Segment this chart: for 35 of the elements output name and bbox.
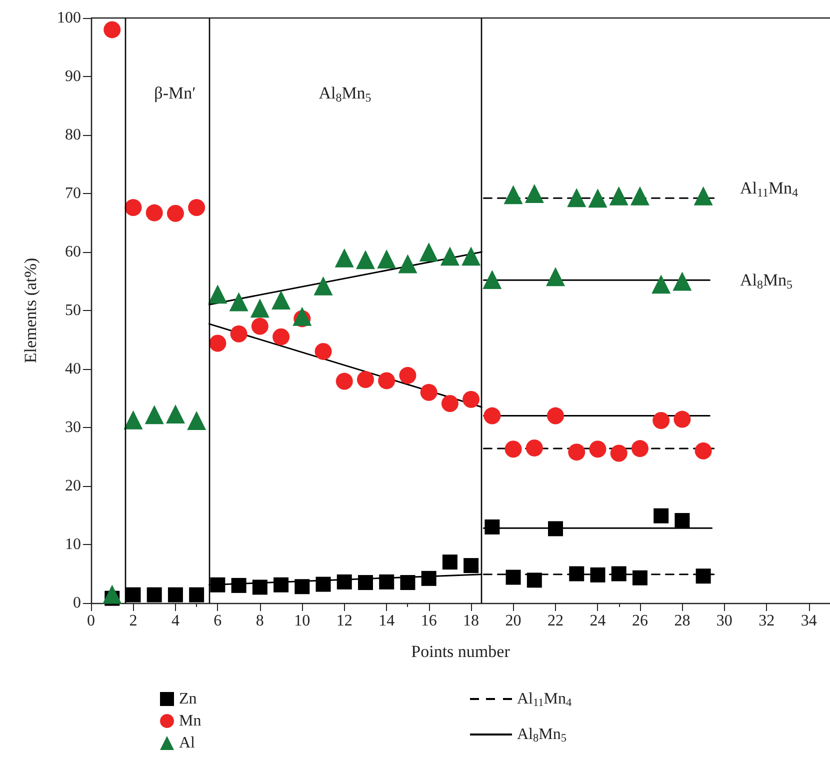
x-tick-label: 34 xyxy=(800,612,817,630)
x-tick-label: 8 xyxy=(256,612,264,630)
y-tick-label: 40 xyxy=(65,360,81,378)
x-tick-label: 30 xyxy=(716,612,732,630)
y-tick-label: 80 xyxy=(65,126,81,144)
x-tick-label: 12 xyxy=(336,612,352,630)
x-tick-label: 28 xyxy=(674,612,690,630)
annotation: β-Mn′ xyxy=(154,84,196,102)
x-tick-label: 26 xyxy=(632,612,648,630)
x-tick-label: 32 xyxy=(758,612,775,630)
x-tick-label: 6 xyxy=(214,612,222,630)
legend-label: Zn xyxy=(179,690,197,708)
x-tick-label: 10 xyxy=(294,612,310,630)
y-tick-label: 60 xyxy=(65,244,81,260)
y-tick-label: 50 xyxy=(65,302,81,319)
y-tick-label: 30 xyxy=(65,419,81,436)
x-tick-label: 24 xyxy=(590,612,606,630)
x-tick-label: 0 xyxy=(87,612,95,630)
x-tick-label: 16 xyxy=(420,612,437,630)
x-tick-label: 14 xyxy=(378,612,395,630)
y-tick-label: 10 xyxy=(65,536,81,553)
y-tick-label: 20 xyxy=(65,478,81,494)
x-tick-label: 18 xyxy=(463,612,480,630)
y-axis-title: Elements (at%) xyxy=(21,258,40,364)
x-tick-label: 20 xyxy=(505,612,522,630)
y-tick-label: 90 xyxy=(65,68,81,85)
legend-label: Al xyxy=(179,734,196,752)
x-tick-label: 2 xyxy=(129,612,138,630)
legend-label: Mn xyxy=(179,712,202,730)
y-tick-label: 100 xyxy=(57,10,81,26)
x-tick-label: 4 xyxy=(171,612,180,630)
y-tick-label: 70 xyxy=(65,185,81,202)
x-tick-label: 22 xyxy=(548,612,564,630)
x-axis-title: Points number xyxy=(411,642,510,661)
y-tick-label: 0 xyxy=(73,594,81,612)
